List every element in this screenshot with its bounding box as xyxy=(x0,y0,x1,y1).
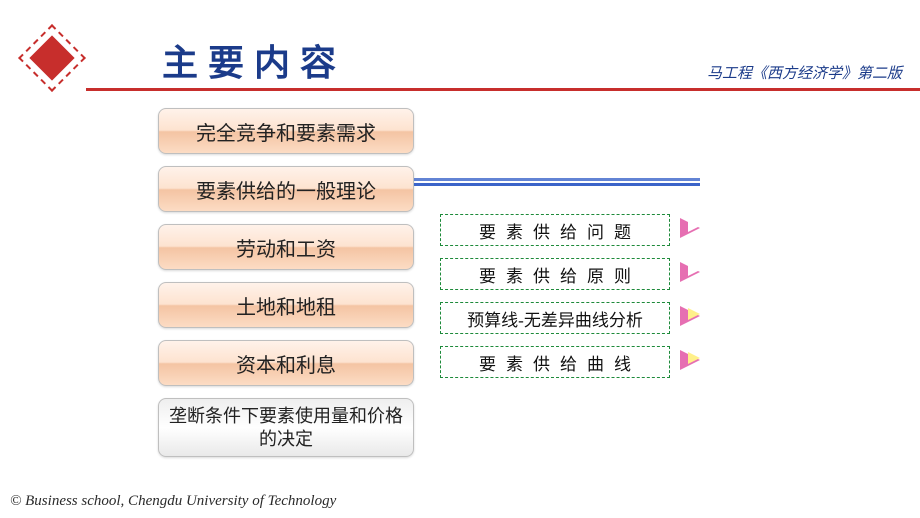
subtopic-row: 要素供给问题 xyxy=(440,214,740,246)
arrow-icon xyxy=(680,262,716,287)
topic-box: 完全竞争和要素需求 xyxy=(158,108,414,154)
arrow-icon xyxy=(680,306,716,331)
subtopic-box: 预算线-无差异曲线分析 xyxy=(440,302,670,334)
page-title: 主要内容 xyxy=(162,34,346,86)
topic-box: 要素供给的一般理论 xyxy=(158,166,414,212)
subtopic-row: 要素供给曲线 xyxy=(440,346,740,378)
subtopic-box: 要素供给原则 xyxy=(440,258,670,290)
topic-box: 劳动和工资 xyxy=(158,224,414,270)
footer-copyright: © Business school, Chengdu University of… xyxy=(10,493,336,510)
arrow-icon xyxy=(680,350,716,375)
topic-box: 资本和利息 xyxy=(158,340,414,386)
subtopic-box: 要素供给曲线 xyxy=(440,346,670,378)
subtopic-box: 要素供给问题 xyxy=(440,214,670,246)
header-underline xyxy=(86,88,920,91)
topic-box: 土地和地租 xyxy=(158,282,414,328)
connector-line xyxy=(414,178,700,188)
main-topic-column: 完全竞争和要素需求 要素供给的一般理论 劳动和工资 土地和地租 资本和利息 垄断… xyxy=(158,108,414,457)
page-subtitle: 马工程《西方经济学》第二版 xyxy=(707,62,902,83)
arrow-icon xyxy=(680,218,716,243)
subtopic-row: 预算线-无差异曲线分析 xyxy=(440,302,740,334)
topic-box-highlight: 垄断条件下要素使用量和价格的决定 xyxy=(158,398,414,457)
subtopic-row: 要素供给原则 xyxy=(440,258,740,290)
subtopic-column: 要素供给问题 要素供给原则 预算线-无差异曲线分析 要素供给曲线 xyxy=(440,214,740,378)
